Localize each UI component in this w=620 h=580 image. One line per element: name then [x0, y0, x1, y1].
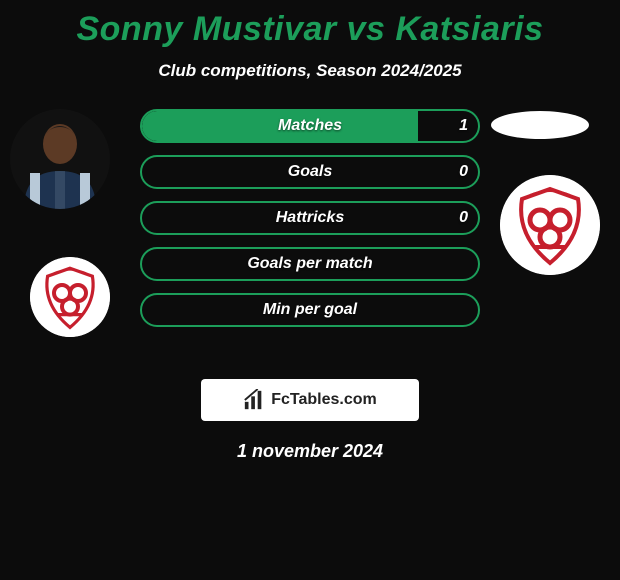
stat-label: Min per goal	[263, 301, 357, 319]
stat-row: Hattricks 0	[140, 201, 480, 235]
attribution-text: FcTables.com	[271, 391, 377, 409]
player-right-club-badge	[500, 175, 600, 275]
stat-row: Goals 0	[140, 155, 480, 189]
player-left-club-badge	[30, 257, 110, 337]
player-left-avatar	[10, 109, 110, 209]
stat-value-right: 0	[459, 163, 468, 181]
stat-label: Hattricks	[276, 209, 344, 227]
stat-label: Goals	[288, 163, 332, 181]
date-text: 1 november 2024	[0, 441, 620, 462]
stat-row: Goals per match	[140, 247, 480, 281]
stat-row: Min per goal	[140, 293, 480, 327]
stat-pill: Matches 1	[140, 109, 480, 143]
comparison-area: Matches 1 Goals 0 Hattricks 0 Goals per match M…	[0, 109, 620, 369]
stat-row: Matches 1	[140, 109, 480, 143]
stat-label: Matches	[278, 117, 342, 135]
attribution-box: FcTables.com	[201, 379, 419, 421]
stat-label: Goals per match	[247, 255, 372, 273]
page-title: Sonny Mustivar vs Katsiaris	[0, 0, 620, 49]
stat-pill: Goals per match	[140, 247, 480, 281]
stat-value-right: 0	[459, 209, 468, 227]
stat-pill: Goals 0	[140, 155, 480, 189]
chart-icon	[243, 389, 265, 411]
player-right-name-pill	[491, 111, 589, 139]
stat-value-right: 1	[459, 117, 468, 135]
stat-pill: Min per goal	[140, 293, 480, 327]
page-subtitle: Club competitions, Season 2024/2025	[0, 61, 620, 81]
stat-pill: Hattricks 0	[140, 201, 480, 235]
